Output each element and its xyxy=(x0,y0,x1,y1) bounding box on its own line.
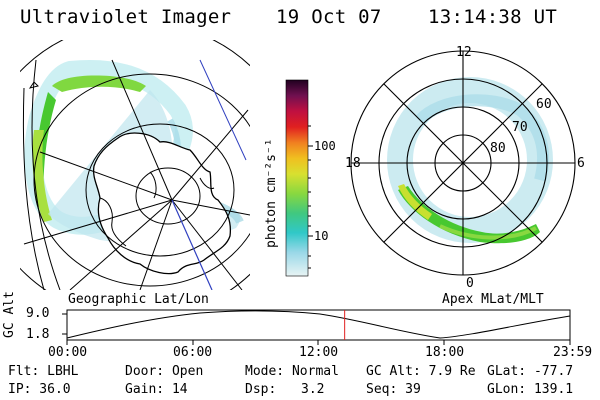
dsp-label: Dsp: xyxy=(245,382,277,397)
mlat-label-60: 60 xyxy=(536,97,552,112)
door-label: Door: Open xyxy=(125,364,204,379)
mlt-label-6: 6 xyxy=(577,156,585,171)
gc-alt-label: GC Alt: 7.9 Re xyxy=(366,364,476,379)
filter-label: Flt: LBHL xyxy=(8,364,79,379)
altitude-xtick-0000: 00:00 xyxy=(48,345,88,360)
ip-label: IP: 36.0 xyxy=(8,382,71,397)
altitude-ytick-9: 9.0 xyxy=(26,306,50,321)
magnetic-map xyxy=(350,50,576,276)
dsp-value: 3.2 xyxy=(301,382,325,397)
colorbar-ticks xyxy=(308,125,313,269)
coastline-fragment xyxy=(28,81,39,89)
mlt-label-18: 18 xyxy=(345,156,361,171)
geo-lat-grid xyxy=(20,40,250,290)
colorbar xyxy=(285,79,309,277)
altitude-xtick-0600: 06:00 xyxy=(173,345,213,360)
mlat-label-70: 70 xyxy=(512,120,528,135)
mlat-grid xyxy=(350,50,576,276)
mlat-label-80: 80 xyxy=(490,141,506,156)
colorbar-tick-10: 10 xyxy=(314,229,329,243)
gain-label: Gain: 14 xyxy=(125,382,188,397)
time-label: 13:14:38 UT xyxy=(428,6,558,28)
seq-label: Seq: 39 xyxy=(366,382,421,397)
glon-label: GLon: 139.1 xyxy=(487,382,574,397)
altitude-xtick-1200: 12:00 xyxy=(299,345,339,360)
altitude-xtick-1800: 18:00 xyxy=(425,345,465,360)
altitude-ytick-1.8: 1.8 xyxy=(26,327,50,342)
colorbar-tick-100: 100 xyxy=(314,139,336,153)
altitude-ylabel: GC Alt xyxy=(2,291,17,338)
glat-label: GLat: -77.7 xyxy=(487,364,574,379)
geographic-map xyxy=(20,40,250,290)
altitude-xticks xyxy=(66,340,571,345)
mlt-label-12: 12 xyxy=(456,45,472,60)
mode-label: Mode: Normal xyxy=(245,364,339,379)
instrument-title: Ultraviolet Imager xyxy=(20,6,232,28)
altitude-plot xyxy=(62,309,571,345)
altitude-xtick-2359: 23:59 xyxy=(553,345,593,360)
mlt-label-0: 0 xyxy=(466,276,474,291)
right-panel-caption: Apex MLat/MLT xyxy=(442,292,544,307)
geo-lon-grid xyxy=(23,59,250,290)
altitude-curve xyxy=(66,310,571,339)
colorbar-unit-label: photon cm⁻²s⁻¹ xyxy=(264,138,279,248)
left-panel-caption: Geographic Lat/Lon xyxy=(68,292,209,307)
date-label: 19 Oct 07 xyxy=(276,6,382,28)
